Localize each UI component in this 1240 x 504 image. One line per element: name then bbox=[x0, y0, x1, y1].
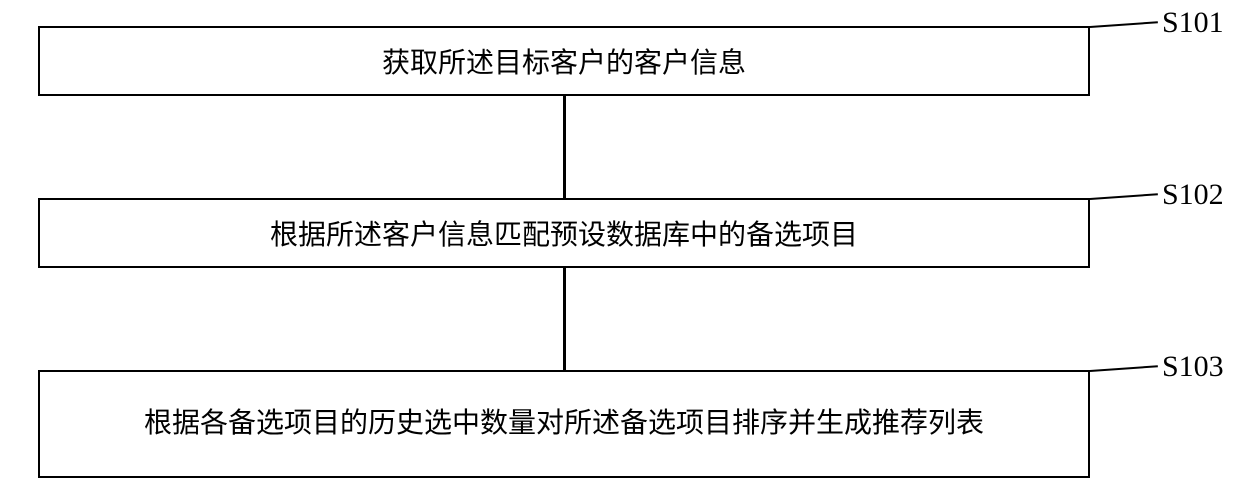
step-label-s102: S102 bbox=[1162, 178, 1224, 212]
flowchart-canvas: 获取所述目标客户的客户信息 S101 根据所述客户信息匹配预设数据库中的备选项目… bbox=[0, 0, 1240, 504]
step-label-s101: S101 bbox=[1162, 6, 1224, 40]
lead-line-s102 bbox=[1090, 193, 1158, 200]
step-text-s103: 根据各备选项目的历史选中数量对所述备选项目排序并生成推荐列表 bbox=[144, 403, 984, 445]
step-text-s101: 获取所述目标客户的客户信息 bbox=[382, 41, 746, 81]
step-box-s101: 获取所述目标客户的客户信息 bbox=[38, 26, 1090, 96]
step-box-s103: 根据各备选项目的历史选中数量对所述备选项目排序并生成推荐列表 bbox=[38, 370, 1090, 478]
lead-line-s101 bbox=[1090, 21, 1158, 28]
connector-s101-s102 bbox=[563, 96, 566, 198]
connector-s102-s103 bbox=[563, 268, 566, 370]
step-text-s102: 根据所述客户信息匹配预设数据库中的备选项目 bbox=[270, 213, 858, 253]
step-box-s102: 根据所述客户信息匹配预设数据库中的备选项目 bbox=[38, 198, 1090, 268]
lead-line-s103 bbox=[1090, 365, 1158, 372]
step-label-s103: S103 bbox=[1162, 350, 1224, 384]
